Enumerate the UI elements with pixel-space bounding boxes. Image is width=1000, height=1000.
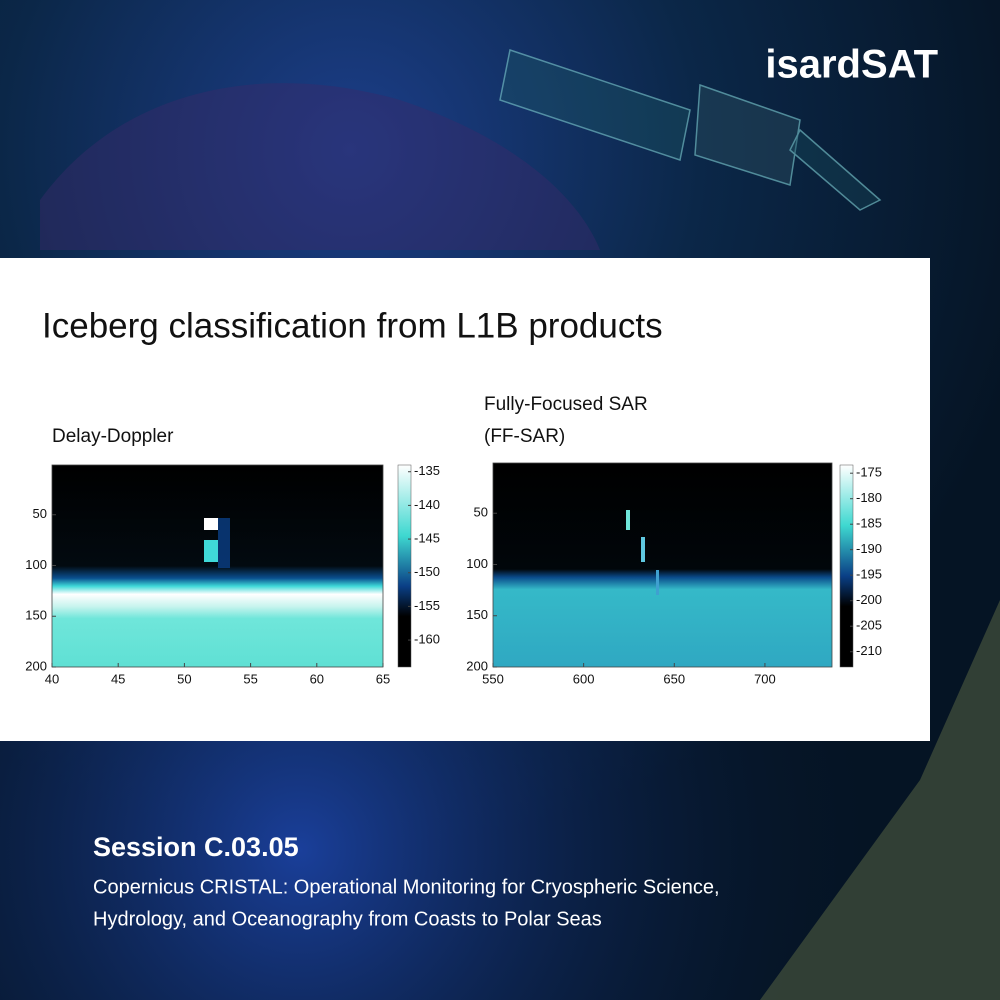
colorbar-tick-label: -150 xyxy=(414,564,440,579)
x-tick-label: 55 xyxy=(243,671,257,686)
colorbar-tick-label: -160 xyxy=(414,632,440,647)
colorbar-tick-label: -205 xyxy=(856,618,882,633)
y-tick-label: 100 xyxy=(25,557,47,572)
colorbar-tick-label: -145 xyxy=(414,531,440,546)
x-tick-label: 550 xyxy=(482,671,504,686)
heatmap-image xyxy=(493,463,832,667)
slide-title: Iceberg classification from L1B products xyxy=(42,306,663,345)
panel-title: Fully-Focused SAR xyxy=(484,394,648,415)
earth-graphic xyxy=(760,600,1000,1000)
y-tick-label: 50 xyxy=(33,506,47,521)
session-description: Hydrology, and Oceanography from Coasts … xyxy=(93,908,602,930)
colorbar-tick-label: -200 xyxy=(856,592,882,607)
x-tick-label: 45 xyxy=(111,671,125,686)
terrain-graphic xyxy=(40,83,600,250)
colorbar-tick-label: -210 xyxy=(856,643,882,658)
plot-frame xyxy=(51,464,384,668)
y-tick-label: 150 xyxy=(466,607,488,622)
panel-subtitle: (FF-SAR) xyxy=(484,426,565,447)
panel-title: Delay-Doppler xyxy=(52,426,174,447)
plot-frame xyxy=(492,462,833,668)
y-tick-label: 50 xyxy=(474,505,488,520)
colorbar-tick-label: -195 xyxy=(856,567,882,582)
x-tick-label: 650 xyxy=(663,671,685,686)
colorbar-tick-label: -190 xyxy=(856,541,882,556)
satellite xyxy=(499,49,882,211)
session-title: Session C.03.05 xyxy=(93,832,299,862)
y-tick-label: 200 xyxy=(25,658,47,673)
x-tick-label: 60 xyxy=(310,671,324,686)
x-tick-label: 700 xyxy=(754,671,776,686)
colorbar-tick-label: -175 xyxy=(856,465,882,480)
x-tick-label: 40 xyxy=(45,671,59,686)
session-description: Copernicus CRISTAL: Operational Monitori… xyxy=(93,876,720,898)
x-tick-label: 600 xyxy=(573,671,595,686)
y-tick-label: 200 xyxy=(466,658,488,673)
colorbar-tick-label: -185 xyxy=(856,516,882,531)
heatmap-image xyxy=(52,465,383,667)
colorbar-tick-label: -155 xyxy=(414,598,440,613)
x-tick-label: 50 xyxy=(177,671,191,686)
colorbar-tick-label: -140 xyxy=(414,497,440,512)
x-tick-label: 65 xyxy=(376,671,390,686)
colorbar xyxy=(397,464,412,668)
brand-logo: isardSAT xyxy=(765,43,938,87)
colorbar xyxy=(839,464,854,668)
colorbar-tick-label: -180 xyxy=(856,490,882,505)
y-tick-label: 150 xyxy=(25,608,47,623)
y-tick-label: 100 xyxy=(466,556,488,571)
colorbar-tick-label: -135 xyxy=(414,463,440,478)
